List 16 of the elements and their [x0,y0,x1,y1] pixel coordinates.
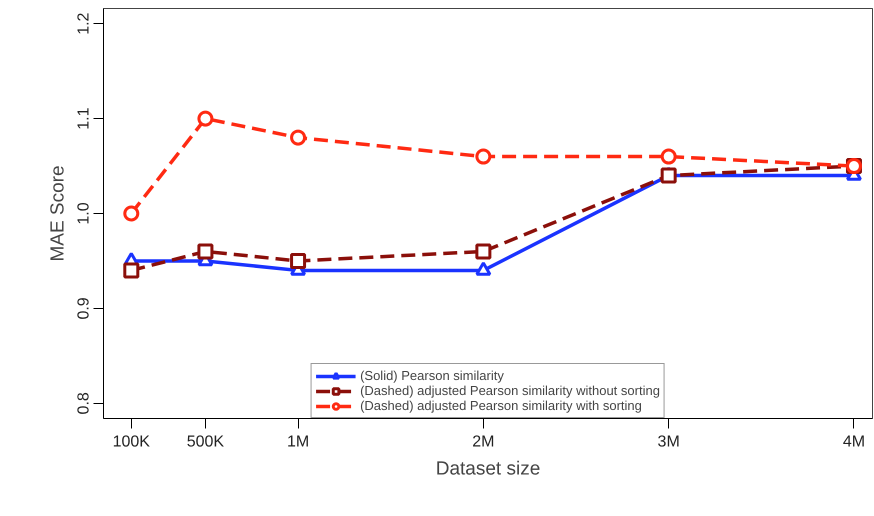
legend-label: (Dashed) adjusted Pearson similarity with sorting [360,398,642,413]
y-tick-label: 1.0 [76,202,92,225]
x-axis-title: Dataset size [436,458,540,480]
x-tick-label: 4M [842,434,866,450]
x-tick-label: 2M [472,434,494,450]
y-tick-label: 0.8 [76,392,92,414]
legend-label: (Dashed) adjusted Pearson similarity without sorting [360,383,660,398]
x-tick-label: 1M [286,434,310,450]
y-tick-label: 1.2 [76,12,92,35]
legend-label: (Solid) Pearson similarity [360,368,504,383]
y-tick-label: 0.9 [76,297,92,320]
y-tick-label: 1.1 [76,107,92,130]
x-tick-label: 100K [112,434,150,450]
y-axis-title: MAE Score [48,165,68,262]
x-tick-label: 3M [658,434,680,450]
x-tick-label: 500K [186,434,224,450]
